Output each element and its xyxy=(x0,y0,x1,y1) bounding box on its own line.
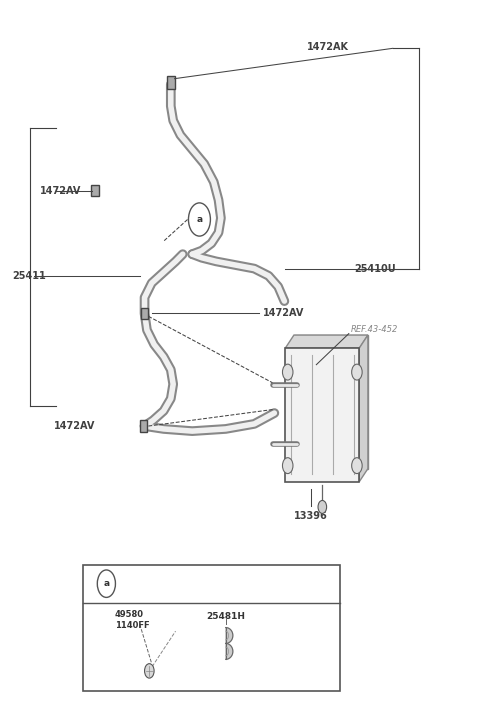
Text: 1472AV: 1472AV xyxy=(263,308,304,318)
Bar xyxy=(167,76,175,88)
Circle shape xyxy=(189,203,210,236)
Circle shape xyxy=(352,457,362,473)
Bar xyxy=(140,420,147,432)
Polygon shape xyxy=(226,644,233,659)
Text: REF.43-452: REF.43-452 xyxy=(351,326,398,334)
Text: 25410U: 25410U xyxy=(355,264,396,273)
Bar xyxy=(91,185,99,196)
Polygon shape xyxy=(285,335,368,348)
Text: 13396: 13396 xyxy=(294,510,327,521)
Text: a: a xyxy=(196,215,203,224)
Text: 25411: 25411 xyxy=(12,271,46,281)
Text: 1472AV: 1472AV xyxy=(39,186,81,196)
Bar xyxy=(285,348,360,481)
Bar xyxy=(141,307,148,319)
Polygon shape xyxy=(294,335,368,468)
Circle shape xyxy=(282,457,293,473)
Text: 25481H: 25481H xyxy=(206,612,245,621)
Circle shape xyxy=(97,570,116,597)
Circle shape xyxy=(318,500,326,513)
Text: 49580
1140FF: 49580 1140FF xyxy=(115,610,150,630)
Text: 1472AK: 1472AK xyxy=(307,42,349,52)
Bar xyxy=(83,565,340,691)
Circle shape xyxy=(352,364,362,380)
Circle shape xyxy=(282,364,293,380)
Polygon shape xyxy=(226,628,233,644)
Circle shape xyxy=(144,663,154,678)
Text: 1472AV: 1472AV xyxy=(54,421,95,431)
Text: a: a xyxy=(103,579,109,588)
Polygon shape xyxy=(360,335,368,481)
